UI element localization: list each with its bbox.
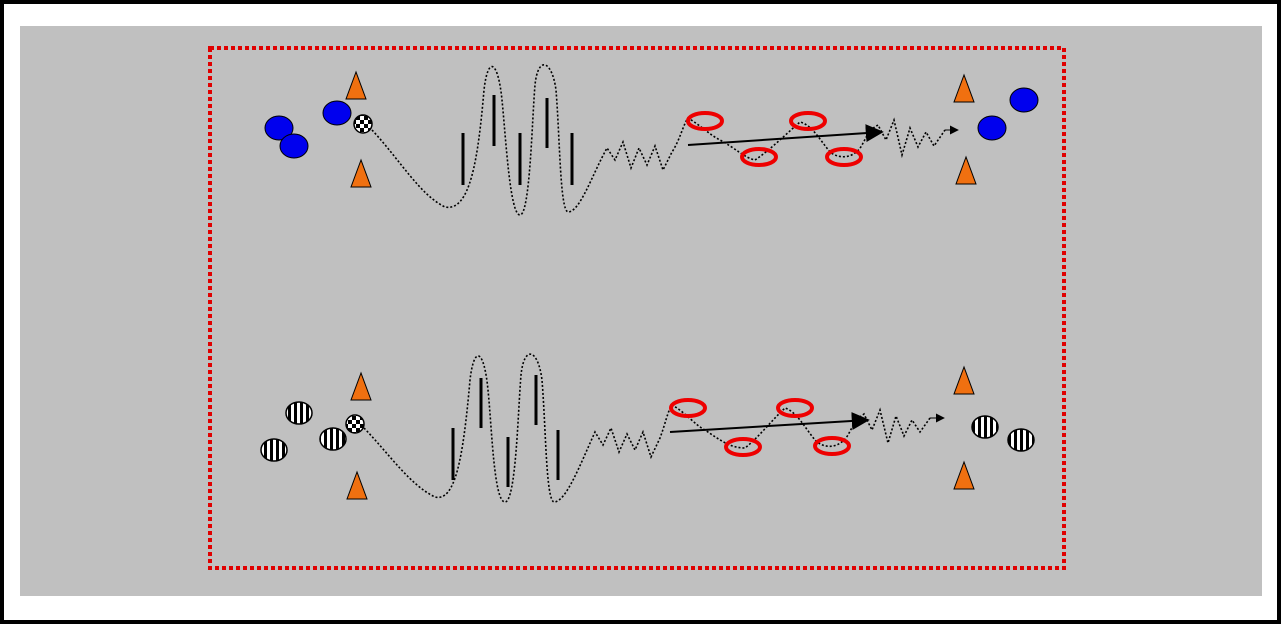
field [20, 26, 1262, 596]
dribble-path [371, 64, 946, 216]
cone-icon [345, 70, 367, 100]
player-icon [264, 115, 294, 141]
boundary [208, 46, 1066, 570]
cone-icon [346, 470, 368, 500]
player-icon [322, 100, 352, 126]
player-icon [971, 415, 999, 439]
player-icon [285, 401, 313, 425]
player-icon [260, 438, 288, 462]
ring-icon [724, 437, 762, 457]
player-icon [1009, 87, 1039, 113]
drill-top [264, 64, 1039, 216]
player-icon [279, 133, 309, 159]
ring-icon [789, 111, 827, 131]
ring-icon [740, 147, 778, 167]
drill-bottom [260, 353, 1035, 503]
player-icon [319, 427, 347, 451]
ball-icon [353, 114, 373, 134]
ring-icon [813, 436, 851, 456]
cone-icon [350, 158, 372, 188]
ring-icon [669, 398, 707, 418]
pass-arrow [669, 411, 870, 433]
player-icon [1007, 428, 1035, 452]
ball-icon [345, 414, 365, 434]
pass-arrow [687, 124, 884, 146]
player-icon [977, 115, 1007, 141]
cone-icon [953, 365, 975, 395]
ring-icon [825, 147, 863, 167]
ring-icon [776, 398, 814, 418]
ring-icon [686, 111, 724, 131]
cone-icon [350, 371, 372, 401]
cone-icon [955, 155, 977, 185]
cone-icon [953, 73, 975, 103]
cone-icon [953, 460, 975, 490]
